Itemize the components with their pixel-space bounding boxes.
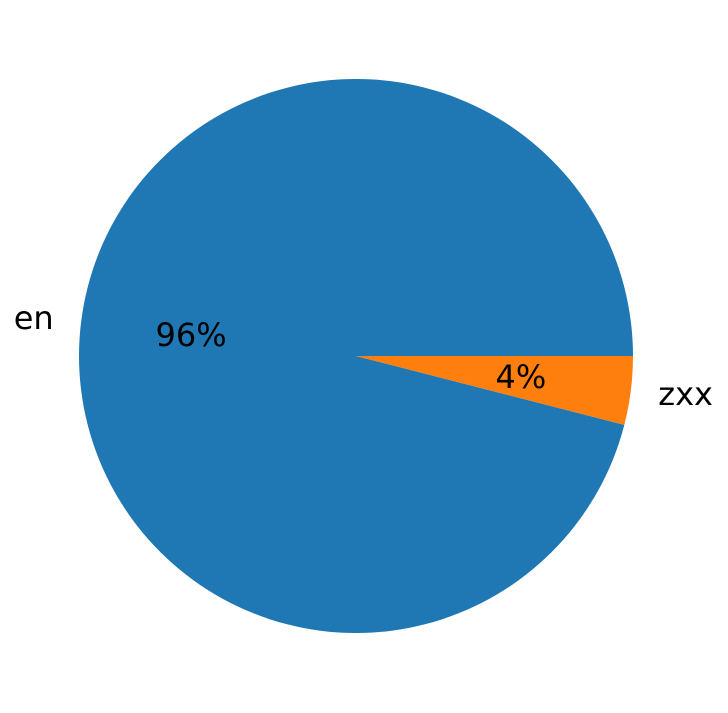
pie-slice-zxx [356, 356, 633, 425]
percent-label-zxx: 4% [496, 358, 547, 396]
percent-label-en: 96% [156, 316, 227, 354]
pie-slices [79, 79, 634, 634]
category-label-en: en [14, 299, 54, 337]
pie-labels: en 96% zxx 4% [14, 299, 713, 413]
category-label-zxx: zxx [658, 375, 713, 413]
pie-slice-en [79, 79, 634, 634]
